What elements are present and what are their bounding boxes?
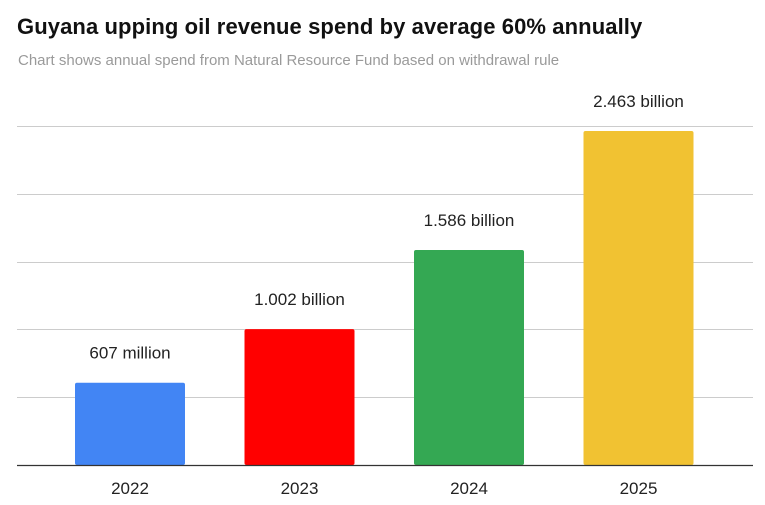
value-label-2022: 607 million	[89, 344, 170, 363]
value-label-2024: 1.586 billion	[424, 211, 515, 230]
chart-subtitle: Chart shows annual spend from Natural Re…	[18, 52, 560, 69]
bar-2023	[244, 329, 355, 465]
bar-2025	[583, 131, 694, 465]
bars	[75, 131, 694, 465]
value-labels: 607 million 1.002 billion 1.586 billion 2.4…	[89, 92, 684, 363]
bar-2024	[414, 249, 524, 465]
chart-title: Guyana upping oil revenue spend by avera…	[17, 14, 643, 39]
x-tick-label-2025: 2025	[620, 479, 658, 498]
value-label-2025: 2.463 billion	[593, 92, 684, 111]
x-axis-ticks: 2022 2023 2024 2025	[111, 479, 657, 498]
x-tick-label-2024: 2024	[450, 479, 488, 498]
bar-2022	[75, 382, 185, 465]
x-tick-label-2023: 2023	[281, 479, 319, 498]
x-tick-label-2022: 2022	[111, 479, 149, 498]
value-label-2023: 1.002 billion	[254, 290, 345, 309]
